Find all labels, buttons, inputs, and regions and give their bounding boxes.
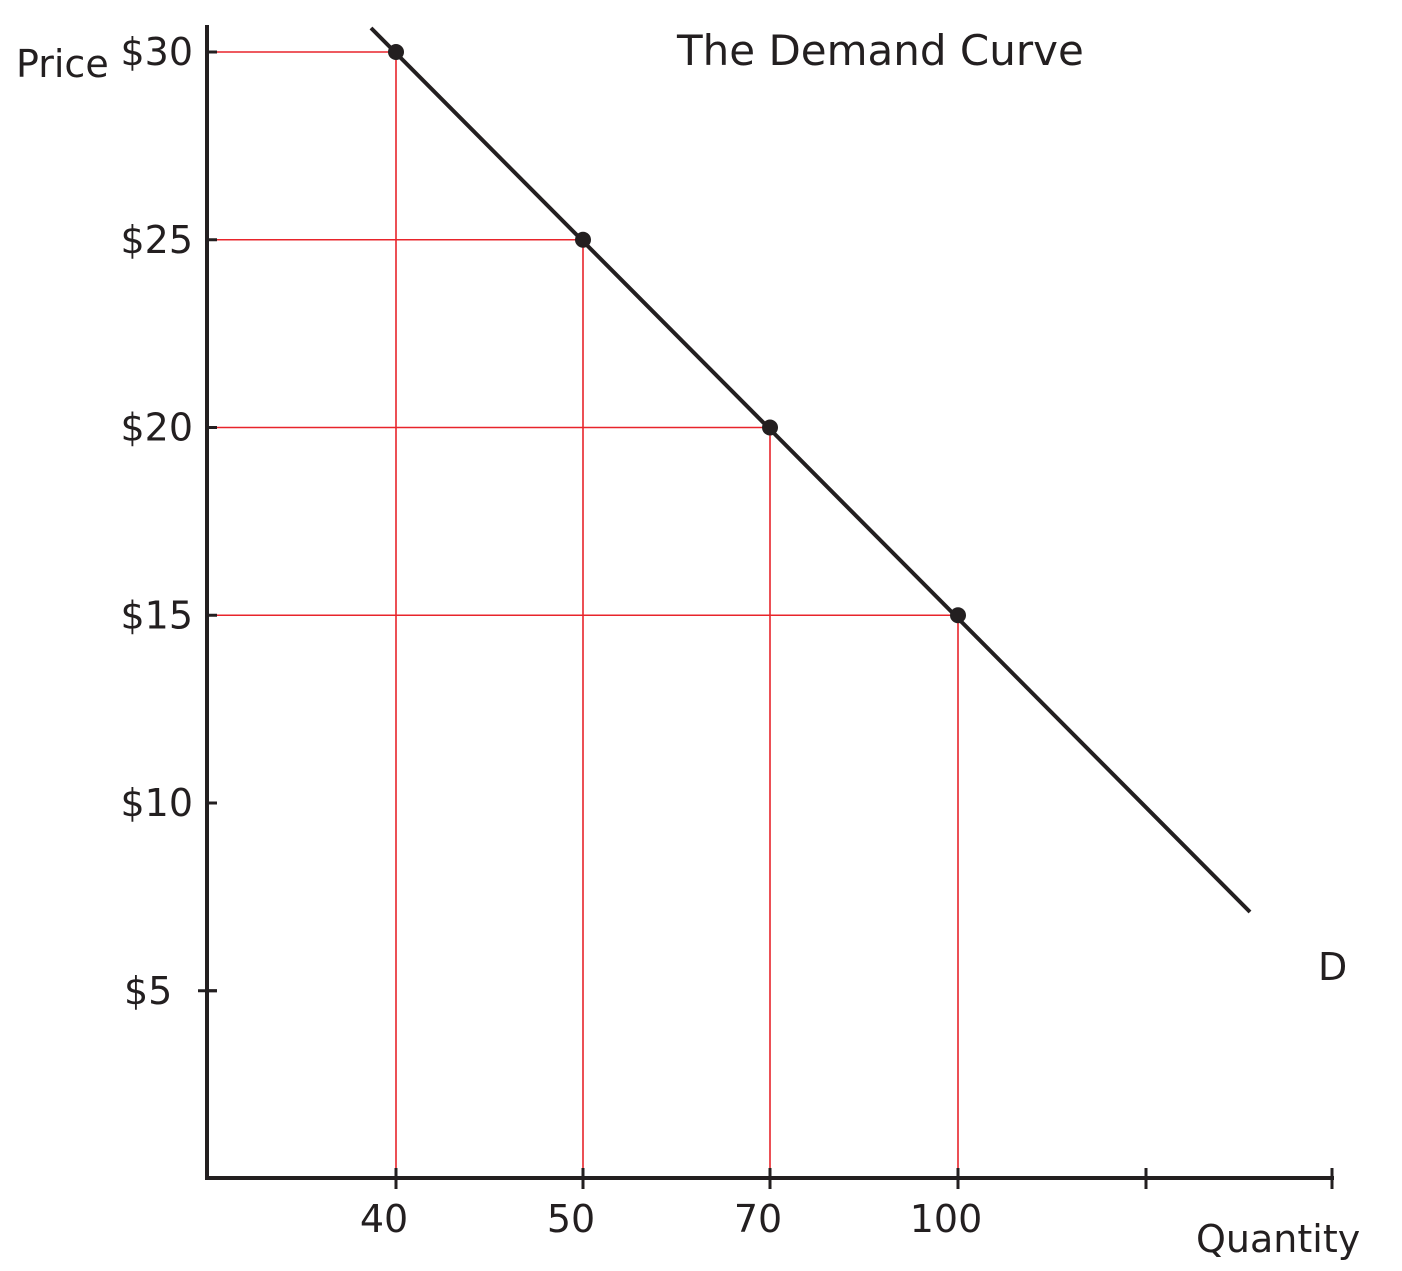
y-tick-label-5: $5	[124, 969, 172, 1013]
data-point-q100-p15	[950, 607, 966, 624]
chart-title: The Demand Curve	[676, 26, 1084, 75]
x-axis-label: Quantity	[1196, 1217, 1360, 1261]
series-label: D	[1318, 945, 1347, 989]
x-tick-label-70: 70	[734, 1197, 782, 1241]
y-tick-label-15: $15	[120, 593, 193, 637]
x-tick-label-100: 100	[910, 1197, 983, 1241]
x-tick-label-50: 50	[547, 1197, 595, 1241]
y-tick-label-20: $20	[120, 406, 193, 450]
y-tick-label-10: $10	[120, 781, 193, 825]
data-point-q50-p25	[575, 231, 591, 248]
y-tick-label-30: $30	[120, 30, 193, 74]
data-points	[388, 44, 966, 624]
data-point-q70-p20	[762, 419, 778, 436]
demand-curve-group	[369, 26, 1252, 914]
y-tick-label-25: $25	[120, 218, 193, 262]
axis-ticks	[198, 50, 1334, 1189]
y-axis-label: Price	[16, 42, 109, 86]
data-point-q40-p30	[388, 44, 404, 60]
demand-curve-line	[369, 26, 1252, 914]
guide-lines	[207, 51, 959, 1178]
x-tick-label-40: 40	[360, 1197, 408, 1241]
